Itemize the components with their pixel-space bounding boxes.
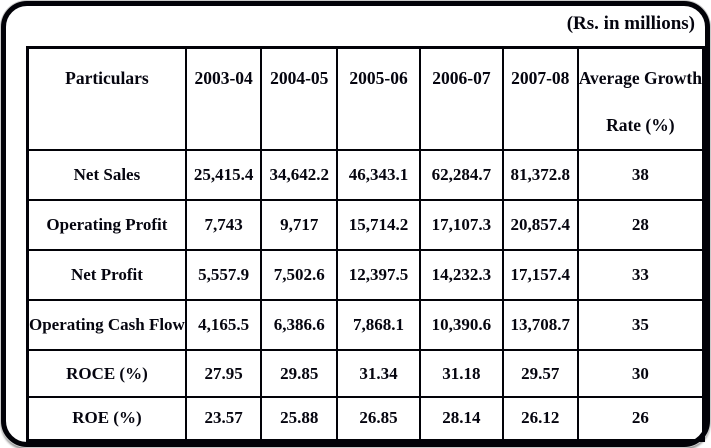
header-cell-average-growth-rate: Average Growth Rate (%) [576, 46, 705, 151]
cell-value: 28 [576, 199, 705, 251]
cell-value: 15,714.2 [336, 199, 421, 251]
table-row-roce: ROCE (%) 27.95 29.85 31.34 31.18 29.57 3… [26, 349, 705, 398]
cell-value: 46,343.1 [336, 149, 421, 201]
cell-value: 9,717 [260, 199, 339, 251]
row-label: ROE (%) [26, 396, 187, 441]
cell-value: 33 [576, 249, 705, 301]
cell-value: 4,165.5 [184, 299, 263, 351]
table-row-net-sales: Net Sales 25,415.4 34,642.2 46,343.1 62,… [26, 149, 705, 201]
cell-value: 7,868.1 [336, 299, 421, 351]
cell-value: 29.57 [501, 349, 579, 398]
cell-value: 13,708.7 [501, 299, 579, 351]
cell-value: 31.18 [418, 349, 504, 398]
row-label: ROCE (%) [26, 349, 187, 398]
cell-value: 62,284.7 [418, 149, 504, 201]
cell-value: 26.12 [501, 396, 579, 441]
cell-value: 31.34 [336, 349, 421, 398]
table-row-operating-cash-flow: Operating Cash Flow 4,165.5 6,386.6 7,86… [26, 299, 705, 351]
cell-value: 38 [576, 149, 705, 201]
header-cell-2005-06: 2005-06 [336, 46, 421, 151]
cell-value: 5,557.9 [184, 249, 263, 301]
financial-table: Particulars 2003-04 2004-05 2005-06 2006… [26, 46, 705, 442]
average-growth-line1: Average Growth [578, 68, 702, 88]
units-note: (Rs. in millions) [566, 13, 695, 34]
cell-value: 7,743 [184, 199, 263, 251]
cell-value: 81,372.8 [501, 149, 579, 201]
cell-value: 34,642.2 [260, 149, 339, 201]
table-row-net-profit: Net Profit 5,557.9 7,502.6 12,397.5 14,2… [26, 249, 705, 301]
cell-value: 28.14 [418, 396, 504, 441]
cell-value: 20,857.4 [501, 199, 579, 251]
average-growth-line2: Rate (%) [606, 115, 675, 135]
cell-value: 7,502.6 [260, 249, 339, 301]
row-label: Operating Profit [26, 199, 187, 251]
header-cell-2006-07: 2006-07 [418, 46, 504, 151]
header-cell-2003-04: 2003-04 [184, 46, 263, 151]
cell-value: 35 [576, 299, 705, 351]
cell-value: 25,415.4 [184, 149, 263, 201]
table-header-row: Particulars 2003-04 2004-05 2005-06 2006… [26, 46, 705, 151]
header-cell-2004-05: 2004-05 [260, 46, 339, 151]
cell-value: 29.85 [260, 349, 339, 398]
cell-value: 6,386.6 [260, 299, 339, 351]
cell-value: 30 [576, 349, 705, 398]
cell-value: 23.57 [184, 396, 263, 441]
cell-value: 12,397.5 [336, 249, 421, 301]
cell-value: 17,157.4 [501, 249, 579, 301]
table-row-operating-profit: Operating Profit 7,743 9,717 15,714.2 17… [26, 199, 705, 251]
cell-value: 26.85 [336, 396, 421, 441]
header-cell-particulars: Particulars [26, 46, 187, 151]
cell-value: 27.95 [184, 349, 263, 398]
table-row-roe: ROE (%) 23.57 25.88 26.85 28.14 26.12 26 [26, 396, 705, 441]
header-cell-2007-08: 2007-08 [501, 46, 579, 151]
cell-value: 14,232.3 [418, 249, 504, 301]
row-label: Net Profit [26, 249, 187, 301]
cell-value: 26 [576, 396, 705, 441]
row-label: Net Sales [26, 149, 187, 201]
cell-value: 17,107.3 [418, 199, 504, 251]
row-label: Operating Cash Flow [26, 299, 187, 351]
cell-value: 10,390.6 [418, 299, 504, 351]
cell-value: 25.88 [260, 396, 339, 441]
